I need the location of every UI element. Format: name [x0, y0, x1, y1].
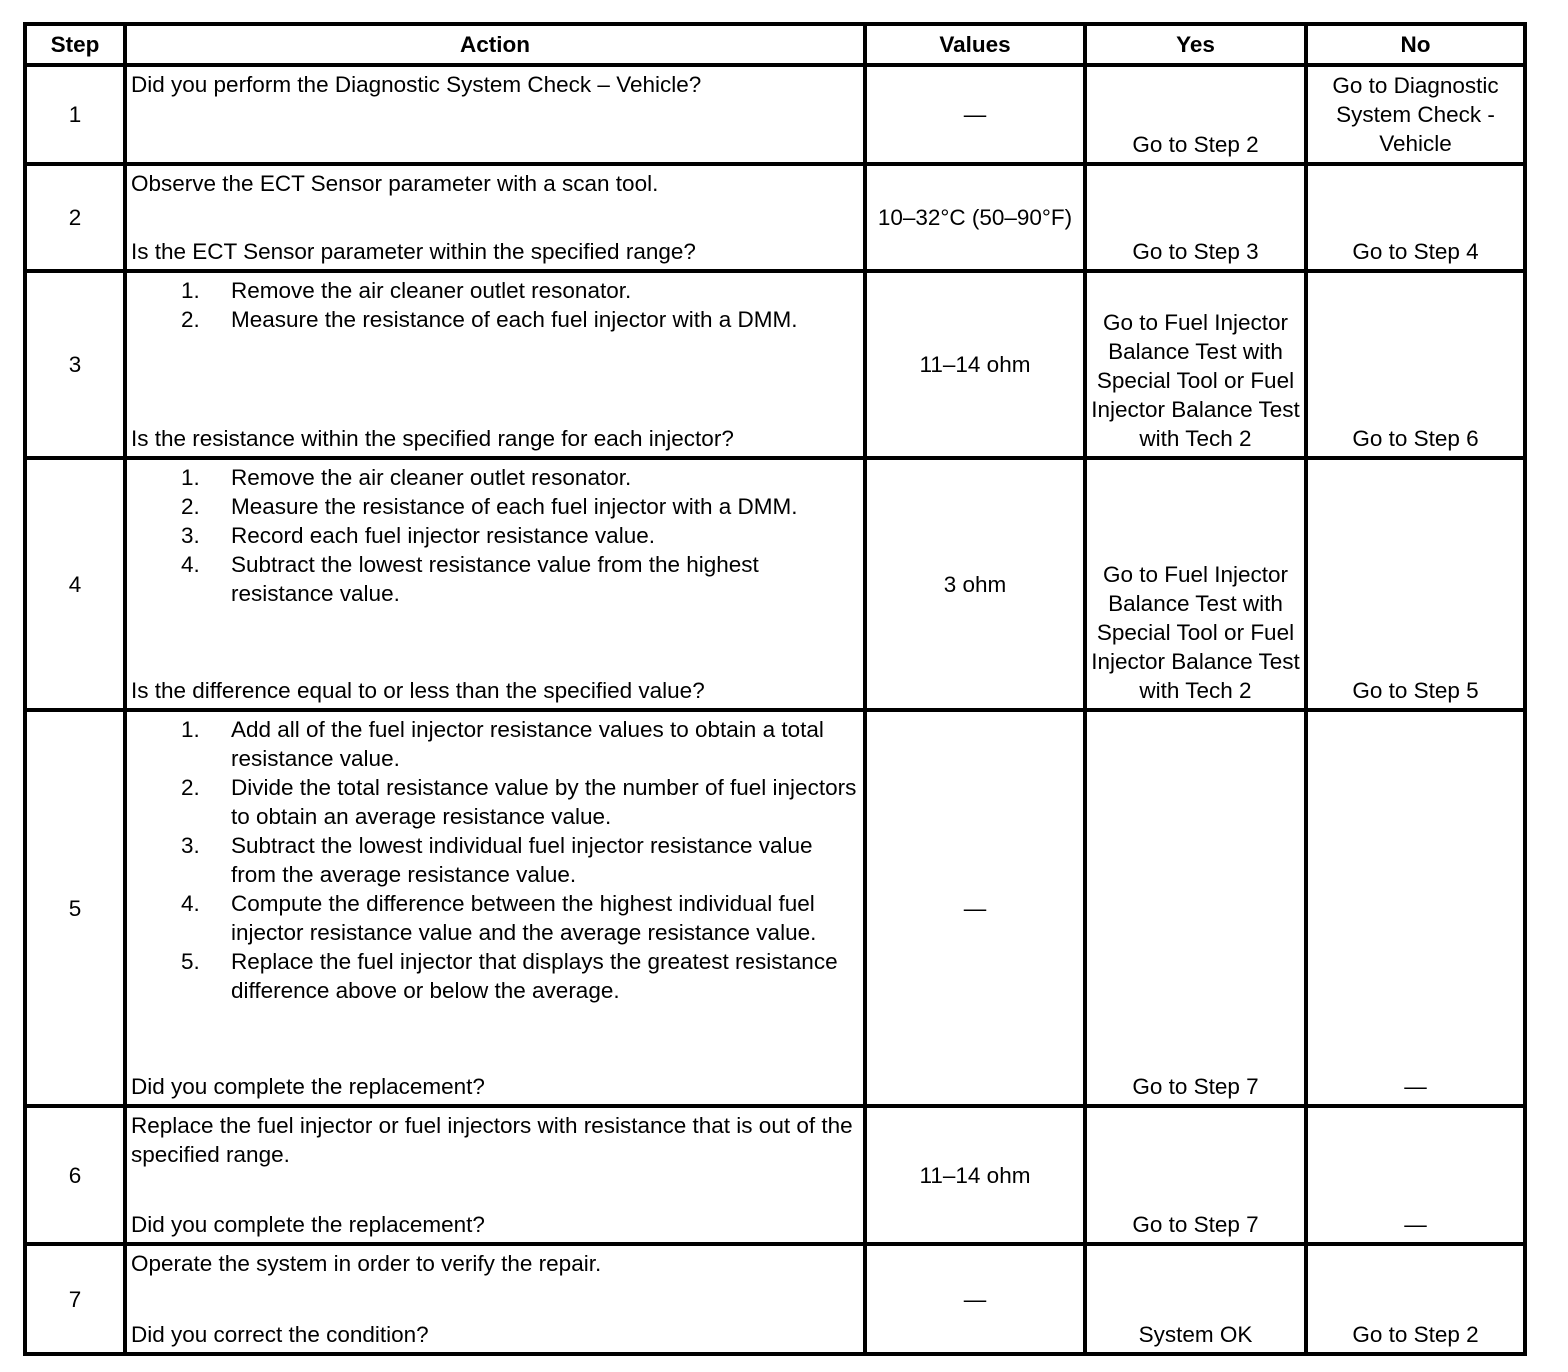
- action-top: Observe the ECT Sensor parameter with a …: [131, 169, 859, 198]
- action-step-item: 3. Record each fuel injector resistance v…: [131, 521, 859, 550]
- step-item-text: Remove the air cleaner outlet resonator.: [231, 465, 632, 490]
- action-cell: Operate the system in order to verify th…: [127, 1246, 863, 1352]
- action-step-item: 2. Measure the resistance of each fuel in…: [131, 492, 859, 521]
- diagnostic-table: Step Action Values Yes No 1 Did you perfo…: [23, 22, 1527, 1356]
- step-item-number: 1.: [181, 717, 200, 742]
- action-step-item: 1. Remove the air cleaner outlet resonato…: [131, 463, 859, 492]
- action-question: Is the resistance within the specified r…: [131, 426, 734, 451]
- step-item-text: Subtract the lowest resistance value fro…: [231, 552, 759, 606]
- action-step-item: 3. Subtract the lowest individual fuel in…: [131, 831, 859, 889]
- step-item-number: 2.: [181, 494, 200, 519]
- action-question: Did you complete the replacement?: [131, 1074, 485, 1099]
- header-values: Values: [867, 26, 1083, 63]
- action-step-item: 1. Remove the air cleaner outlet resonato…: [131, 276, 859, 305]
- action-cell: 1. Add all of the fuel injector resistanc…: [127, 712, 863, 1104]
- values-cell: —: [867, 1246, 1083, 1352]
- action-intro: Replace the fuel injector or fuel inject…: [131, 1113, 853, 1167]
- values-cell: 10–32°C (50–90°F): [867, 166, 1083, 269]
- no-cell: Go to Step 5: [1308, 460, 1523, 708]
- no-cell: —: [1308, 712, 1523, 1104]
- action-step-item: 2. Divide the total resistance value by t…: [131, 773, 859, 831]
- step-item-number: 3.: [181, 833, 200, 858]
- values-cell: —: [867, 712, 1083, 1104]
- yes-cell: Go to Step 7: [1087, 712, 1304, 1104]
- action-question: Did you complete the replacement?: [131, 1212, 485, 1237]
- action-cell: 1. Remove the air cleaner outlet resonato…: [127, 460, 863, 708]
- yes-cell: Go to Step 2: [1087, 67, 1304, 162]
- action-step-item: 1. Add all of the fuel injector resistanc…: [131, 715, 859, 773]
- step-number: 4: [27, 460, 123, 708]
- step-item-number: 5.: [181, 949, 200, 974]
- yes-cell: System OK: [1087, 1246, 1304, 1352]
- step-item-text: Replace the fuel injector that displays …: [231, 949, 838, 1003]
- action-top: Operate the system in order to verify th…: [131, 1249, 859, 1278]
- step-number: 7: [27, 1246, 123, 1352]
- step-item-number: 1.: [181, 278, 200, 303]
- action-top: 1. Remove the air cleaner outlet resonato…: [131, 463, 859, 608]
- step-item-text: Record each fuel injector resistance val…: [231, 523, 655, 548]
- step-number: 6: [27, 1108, 123, 1242]
- action-cell: Did you perform the Diagnostic System Ch…: [127, 67, 863, 162]
- step-item-text: Remove the air cleaner outlet resonator.: [231, 278, 632, 303]
- action-steps-list: 1. Add all of the fuel injector resistanc…: [131, 715, 859, 1005]
- step-number: 3: [27, 273, 123, 456]
- yes-cell: Go to Step 3: [1087, 166, 1304, 269]
- yes-cell: Go to Fuel Injector Balance Test with Sp…: [1087, 460, 1304, 708]
- values-cell: —: [867, 67, 1083, 162]
- action-top: 1. Remove the air cleaner outlet resonato…: [131, 276, 859, 334]
- action-step-item: 2. Measure the resistance of each fuel in…: [131, 305, 859, 334]
- action-top: 1. Add all of the fuel injector resistanc…: [131, 715, 859, 1005]
- no-cell: Go to Step 6: [1308, 273, 1523, 456]
- no-cell: Go to Step 4: [1308, 166, 1523, 269]
- step-item-number: 2.: [181, 307, 200, 332]
- action-step-item: 4. Subtract the lowest resistance value f…: [131, 550, 859, 608]
- action-top: Replace the fuel injector or fuel inject…: [131, 1111, 859, 1169]
- action-cell: Replace the fuel injector or fuel inject…: [127, 1108, 863, 1242]
- step-item-number: 2.: [181, 775, 200, 800]
- action-step-item: 4. Compute the difference between the hig…: [131, 889, 859, 947]
- action-cell: 1. Remove the air cleaner outlet resonato…: [127, 273, 863, 456]
- step-number: 2: [27, 166, 123, 269]
- action-intro: Observe the ECT Sensor parameter with a …: [131, 171, 659, 196]
- no-cell: —: [1308, 1108, 1523, 1242]
- values-cell: 3 ohm: [867, 460, 1083, 708]
- action-steps-list: 1. Remove the air cleaner outlet resonato…: [131, 463, 859, 608]
- step-item-text: Divide the total resistance value by the…: [231, 775, 857, 829]
- step-item-number: 4.: [181, 891, 200, 916]
- yes-cell: Go to Fuel Injector Balance Test with Sp…: [1087, 273, 1304, 456]
- action-question: Did you correct the condition?: [131, 1322, 429, 1347]
- step-item-text: Subtract the lowest individual fuel inje…: [231, 833, 813, 887]
- step-item-number: 4.: [181, 552, 200, 577]
- step-item-text: Add all of the fuel injector resistance …: [231, 717, 824, 771]
- yes-cell: Go to Step 7: [1087, 1108, 1304, 1242]
- action-cell: Observe the ECT Sensor parameter with a …: [127, 166, 863, 269]
- action-question: Is the ECT Sensor parameter within the s…: [131, 239, 696, 264]
- step-item-text: Compute the difference between the highe…: [231, 891, 817, 945]
- no-cell: Go to Diagnostic System Check - Vehicle: [1308, 67, 1523, 162]
- action-intro: Operate the system in order to verify th…: [131, 1251, 602, 1276]
- action-question: Is the difference equal to or less than …: [131, 678, 705, 703]
- step-item-number: 1.: [181, 465, 200, 490]
- action-intro: Did you perform the Diagnostic System Ch…: [131, 72, 702, 97]
- action-steps-list: 1. Remove the air cleaner outlet resonato…: [131, 276, 859, 334]
- header-step: Step: [27, 26, 123, 63]
- no-cell: Go to Step 2: [1308, 1246, 1523, 1352]
- step-number: 1: [27, 67, 123, 162]
- step-number: 5: [27, 712, 123, 1104]
- header-action: Action: [127, 26, 863, 63]
- values-cell: 11–14 ohm: [867, 1108, 1083, 1242]
- step-item-number: 3.: [181, 523, 200, 548]
- header-yes: Yes: [1087, 26, 1304, 63]
- values-cell: 11–14 ohm: [867, 273, 1083, 456]
- step-item-text: Measure the resistance of each fuel inje…: [231, 307, 798, 332]
- header-no: No: [1308, 26, 1523, 63]
- step-item-text: Measure the resistance of each fuel inje…: [231, 494, 798, 519]
- action-step-item: 5. Replace the fuel injector that display…: [131, 947, 859, 1005]
- action-top: Did you perform the Diagnostic System Ch…: [131, 70, 859, 99]
